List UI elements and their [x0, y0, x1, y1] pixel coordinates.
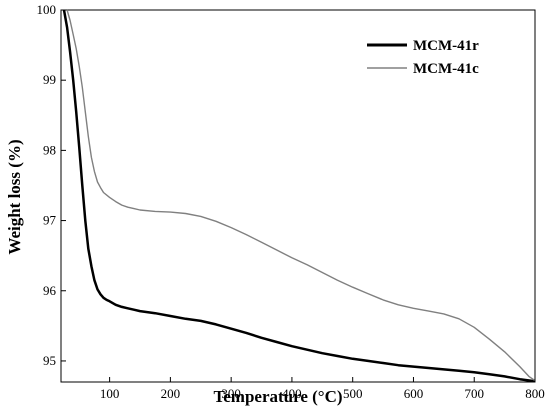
x-tick-label-100: 100 — [100, 386, 120, 401]
series-line-mcm-41r — [62, 9, 536, 383]
y-axis-title: Weight loss (%) — [5, 139, 24, 254]
x-tick-label-700: 700 — [464, 386, 484, 401]
ticks-layer: 100 200 300 400 500 600 700 800 95 96 97 98 99 100 — [37, 2, 545, 401]
y-tick-label-95: 95 — [43, 353, 56, 368]
x-tick-label-600: 600 — [404, 386, 424, 401]
x-tick-label-500: 500 — [343, 386, 363, 401]
y-tick-label-99: 99 — [43, 72, 56, 87]
x-axis-title: Temperature (°C) — [213, 387, 342, 406]
plot-frame — [60, 9, 536, 383]
plot-area — [60, 9, 536, 383]
legend-label-mcm-41c: MCM-41c — [413, 61, 479, 77]
y-tick-label-97: 97 — [43, 213, 57, 228]
y-tick-label-96: 96 — [43, 283, 57, 298]
legend-label-mcm-41r: MCM-41r — [413, 38, 479, 54]
legend: MCM-41r MCM-41c — [367, 38, 479, 77]
series-layer — [62, 9, 536, 383]
x-tick-label-800: 800 — [525, 386, 545, 401]
x-tick-label-400: 400 — [282, 386, 302, 401]
series-line-mcm-41c — [66, 9, 536, 382]
x-tick-label-300: 300 — [221, 386, 241, 401]
x-tick-label-200: 200 — [161, 386, 181, 401]
y-tick-label-100: 100 — [37, 2, 57, 17]
y-tick-label-98: 98 — [43, 142, 56, 157]
